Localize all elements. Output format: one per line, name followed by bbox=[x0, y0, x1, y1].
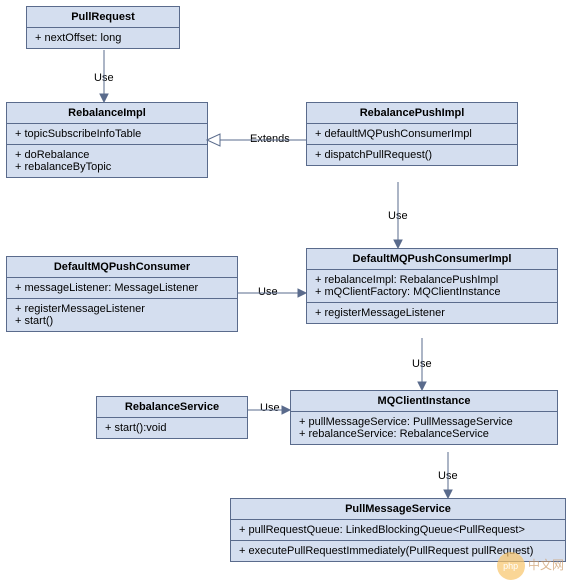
watermark-text: 中文网 bbox=[528, 558, 564, 572]
edge-label-use: Use bbox=[386, 210, 410, 222]
class-defaultmqpushconsumerimpl: DefaultMQPushConsumerImpl + rebalanceImp… bbox=[306, 248, 558, 324]
edge-label-use: Use bbox=[92, 72, 116, 84]
attr: + rebalanceImpl: RebalancePushImpl bbox=[315, 274, 549, 286]
edge-label-use: Use bbox=[256, 286, 280, 298]
class-attrs: + nextOffset: long bbox=[27, 28, 179, 48]
op: + doRebalance bbox=[15, 149, 199, 161]
class-ops: + registerMessageListener bbox=[307, 303, 557, 323]
class-title: PullRequest bbox=[27, 7, 179, 28]
class-attrs: + pullMessageService: PullMessageService… bbox=[291, 412, 557, 444]
watermark: php 中文网 bbox=[497, 552, 564, 580]
class-attrs: + rebalanceImpl: RebalancePushImpl + mQC… bbox=[307, 270, 557, 303]
class-ops: + dispatchPullRequest() bbox=[307, 145, 517, 165]
edge-label-extends: Extends bbox=[248, 133, 292, 145]
class-title: RebalanceService bbox=[97, 397, 247, 418]
class-title: PullMessageService bbox=[231, 499, 565, 520]
edge-label-use: Use bbox=[436, 470, 460, 482]
class-rebalancepushimpl: RebalancePushImpl + defaultMQPushConsume… bbox=[306, 102, 518, 166]
class-ops: + registerMessageListener + start() bbox=[7, 299, 237, 331]
attr: + pullMessageService: PullMessageService bbox=[299, 416, 549, 428]
op: + start() bbox=[15, 315, 229, 327]
class-mqclientinstance: MQClientInstance + pullMessageService: P… bbox=[290, 390, 558, 445]
class-title: DefaultMQPushConsumer bbox=[7, 257, 237, 278]
edge-label-use: Use bbox=[258, 402, 282, 414]
edge-label-use: Use bbox=[410, 358, 434, 370]
class-title: MQClientInstance bbox=[291, 391, 557, 412]
class-rebalanceservice: RebalanceService + start():void bbox=[96, 396, 248, 439]
op: + registerMessageListener bbox=[15, 303, 229, 315]
class-rebalanceimpl: RebalanceImpl + topicSubscribeInfoTable … bbox=[6, 102, 208, 178]
class-attrs: + pullRequestQueue: LinkedBlockingQueue<… bbox=[231, 520, 565, 541]
class-attrs: + defaultMQPushConsumerImpl bbox=[307, 124, 517, 145]
class-title: DefaultMQPushConsumerImpl bbox=[307, 249, 557, 270]
class-attrs: + topicSubscribeInfoTable bbox=[7, 124, 207, 145]
watermark-logo: php bbox=[497, 552, 525, 580]
class-defaultmqpushconsumer: DefaultMQPushConsumer + messageListener:… bbox=[6, 256, 238, 332]
class-title: RebalanceImpl bbox=[7, 103, 207, 124]
class-ops: + start():void bbox=[97, 418, 247, 438]
op: + rebalanceByTopic bbox=[15, 161, 199, 173]
attr: + rebalanceService: RebalanceService bbox=[299, 428, 549, 440]
class-pullrequest: PullRequest + nextOffset: long bbox=[26, 6, 180, 49]
class-title: RebalancePushImpl bbox=[307, 103, 517, 124]
class-ops: + doRebalance + rebalanceByTopic bbox=[7, 145, 207, 177]
attr: + mQClientFactory: MQClientInstance bbox=[315, 286, 549, 298]
class-attrs: + messageListener: MessageListener bbox=[7, 278, 237, 299]
